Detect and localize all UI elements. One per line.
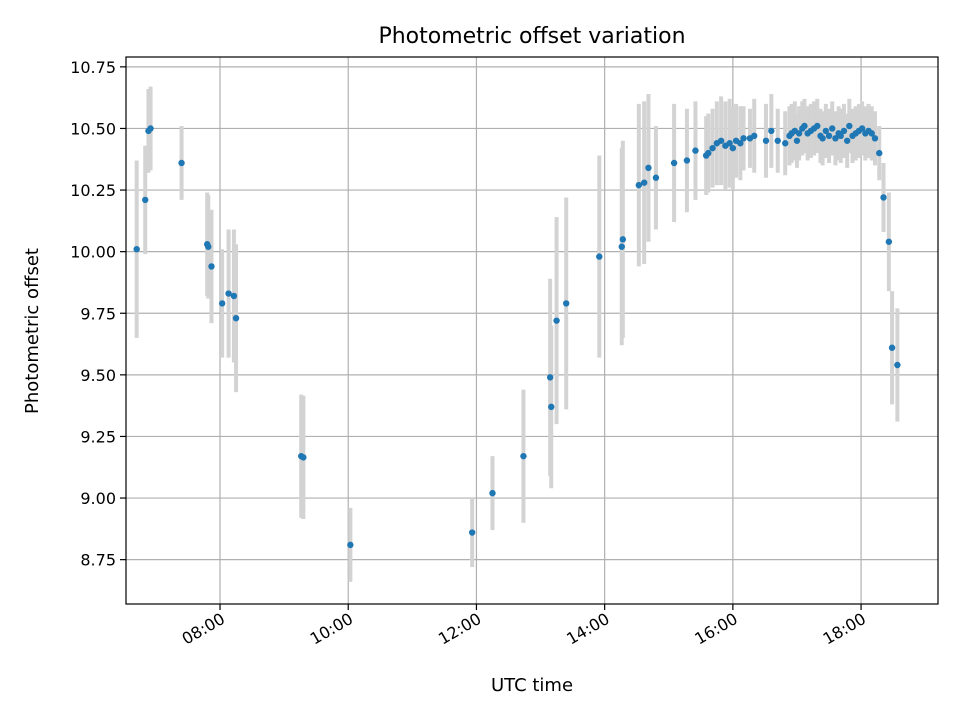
data-point [793, 137, 801, 144]
data-point [709, 144, 716, 152]
data-point [871, 135, 879, 142]
data-point [868, 130, 875, 137]
data-point [717, 137, 725, 144]
data-point [801, 122, 808, 130]
y-axis-label: Photometric offset [22, 248, 43, 414]
data-point [670, 159, 678, 167]
x-axis-label: UTC time [491, 675, 573, 696]
data-point [230, 292, 238, 300]
y-tick-label: 8.75 [80, 551, 116, 570]
data-point [829, 125, 836, 132]
data-point [843, 137, 851, 144]
data-point [652, 174, 660, 181]
y-tick-label: 10.75 [70, 58, 116, 77]
data-point [489, 489, 496, 497]
data-point [218, 300, 226, 307]
data-point [774, 137, 781, 144]
data-point [562, 300, 570, 307]
data-point [832, 135, 839, 142]
data-point [880, 194, 887, 201]
data-point [208, 263, 215, 270]
data-point [837, 132, 844, 140]
data-points [133, 122, 901, 549]
y-tick-label: 10.00 [70, 243, 116, 262]
data-point [205, 243, 212, 250]
y-tick-label: 10.25 [70, 181, 116, 200]
data-point [692, 147, 699, 154]
data-point [347, 541, 354, 549]
data-point [468, 529, 476, 536]
data-point [819, 135, 826, 142]
data-point [894, 361, 901, 369]
data-point [726, 140, 733, 147]
data-point [846, 122, 853, 130]
data-point [825, 132, 833, 140]
grid [126, 57, 938, 604]
data-point [840, 127, 848, 135]
data-point [876, 149, 883, 157]
data-point [619, 236, 627, 243]
data-point [822, 127, 830, 135]
data-point [133, 245, 140, 253]
data-point [147, 125, 154, 132]
data-point [225, 290, 232, 297]
y-tick-label: 10.50 [70, 119, 116, 138]
data-point [858, 125, 866, 132]
y-tick-label: 9.50 [80, 366, 116, 385]
data-point [729, 144, 737, 152]
y-tick-label: 9.75 [80, 304, 116, 323]
chart-title: Photometric offset variation [378, 24, 685, 49]
data-point [300, 454, 307, 461]
y-tick-label: 9.00 [80, 489, 116, 508]
data-point [751, 132, 758, 140]
data-point [740, 135, 747, 142]
data-point [737, 140, 744, 147]
data-point [885, 238, 893, 245]
data-point [596, 253, 603, 260]
data-point [768, 127, 775, 135]
data-point [645, 164, 652, 172]
data-point [683, 157, 691, 164]
data-point [762, 137, 770, 144]
data-point [546, 374, 554, 381]
y-tick-label: 9.25 [80, 427, 116, 446]
data-point [553, 317, 560, 324]
data-point [618, 243, 625, 250]
data-point [705, 149, 712, 157]
data-point [635, 181, 643, 189]
data-point [888, 344, 896, 351]
data-point [178, 159, 185, 167]
data-point [640, 179, 648, 186]
data-point [520, 452, 527, 460]
data-point [232, 314, 240, 322]
data-point [782, 140, 789, 147]
data-point [795, 130, 803, 137]
data-point [814, 122, 821, 130]
plot-frame [125, 56, 939, 605]
data-point [142, 196, 149, 204]
data-point [548, 403, 555, 411]
